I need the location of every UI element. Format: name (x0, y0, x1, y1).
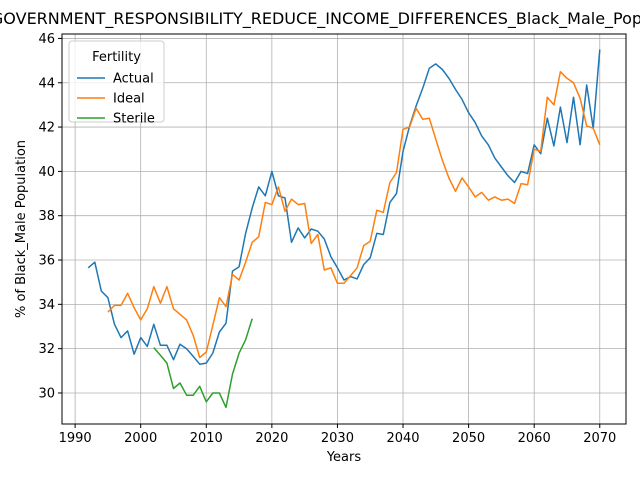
series-line-actual (87, 49, 601, 365)
legend-label-ideal: Ideal (113, 92, 145, 107)
y-tick-label: 30 (38, 386, 55, 401)
x-tick-label: 2040 (386, 431, 419, 446)
y-tick-label: 34 (38, 298, 55, 313)
y-tick-label: 38 (38, 209, 55, 224)
x-tick-label: 2000 (124, 431, 157, 446)
y-axis-label: % of Black_Male Population (14, 140, 29, 318)
y-tick-label: 36 (38, 254, 55, 269)
legend-label-sterile: Sterile (113, 112, 155, 127)
series-lines (87, 49, 601, 409)
legend: Fertility Actual Ideal Sterile (68, 40, 165, 127)
x-tick-label: 2060 (518, 431, 551, 446)
x-tick-label: 2010 (190, 431, 223, 446)
y-tick-label: 40 (38, 165, 55, 180)
x-tick-label: 1990 (59, 431, 92, 446)
series-line-sterile (153, 318, 253, 409)
y-tick-label: 42 (38, 121, 55, 136)
series-line-ideal (107, 70, 601, 359)
y-tick-label: 46 (38, 32, 55, 47)
grid (62, 34, 626, 424)
y-tick-label: 44 (38, 76, 55, 91)
plot-frame (61, 33, 627, 425)
x-axis-label: Years (326, 450, 362, 465)
chart-title: GOVERNMENT_RESPONSIBILITY_REDUCE_INCOME_… (0, 9, 640, 29)
x-tick-label: 2050 (452, 431, 485, 446)
y-tick-label: 32 (38, 342, 55, 357)
legend-title: Fertility (92, 50, 141, 65)
x-tick-label: 2030 (321, 431, 354, 446)
axis-ticks: 1990 2000 2010 2020 2030 2040 2050 2060 2070 30 32… (38, 32, 616, 446)
legend-label-actual: Actual (113, 72, 154, 87)
legend-box (68, 40, 165, 123)
x-tick-label: 2070 (583, 431, 616, 446)
x-tick-label: 2020 (255, 431, 288, 446)
